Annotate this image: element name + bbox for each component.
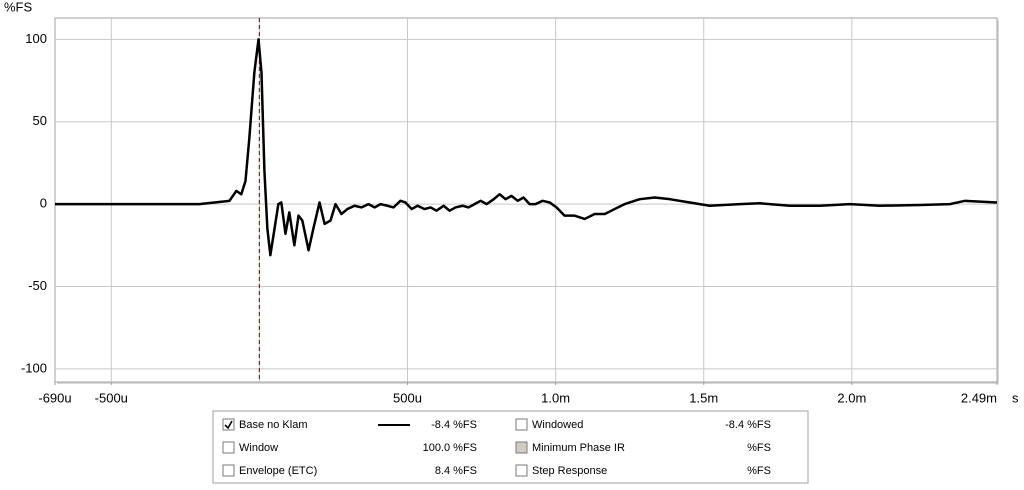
x-tick-label: 2.49m [961, 390, 997, 405]
legend-label: Envelope (ETC) [239, 465, 317, 477]
checkbox[interactable] [222, 418, 235, 431]
y-axis-label: %FS [4, 0, 33, 14]
x-tick-label: 1.0m [541, 390, 570, 405]
checkbox[interactable] [515, 441, 528, 454]
legend-readout: -8.4 %FS [725, 419, 771, 431]
checkbox[interactable] [222, 464, 235, 477]
checkbox[interactable] [515, 464, 528, 477]
legend-readout: %FS [747, 442, 771, 454]
x-tick-label: -500u [95, 390, 128, 405]
x-axis-label: s [1012, 390, 1019, 405]
checkbox[interactable] [222, 441, 235, 454]
y-tick-label: 50 [33, 113, 47, 128]
x-tick-label: 1.5m [689, 390, 718, 405]
legend-readout: %FS [747, 465, 771, 477]
y-tick-label: 100 [25, 31, 47, 46]
legend-readout: 8.4 %FS [435, 465, 477, 477]
legend-label: Windowed [532, 419, 583, 431]
y-tick-label: -100 [21, 360, 47, 375]
y-tick-label: -50 [28, 278, 47, 293]
legend-readout: -8.4 %FS [431, 419, 477, 431]
legend-label: Step Response [532, 465, 607, 477]
checkmark [224, 420, 233, 430]
legend-box [212, 410, 809, 484]
x-tick-label: -690u [38, 390, 71, 405]
y-tick-label: 0 [40, 196, 47, 211]
legend-label: Window [239, 442, 278, 454]
legend-label: Base no Klam [239, 419, 307, 431]
checkbox[interactable] [515, 418, 528, 431]
legend-label: Minimum Phase IR [532, 442, 625, 454]
legend-panel: Base no Klam -8.4 %FS Windowed -8.4 %FS Wind… [212, 410, 809, 484]
series-line [55, 38, 998, 257]
x-tick-label: 2.0m [837, 390, 866, 405]
legend-readout: 100.0 %FS [423, 442, 477, 454]
x-tick-label: 500u [393, 390, 422, 405]
